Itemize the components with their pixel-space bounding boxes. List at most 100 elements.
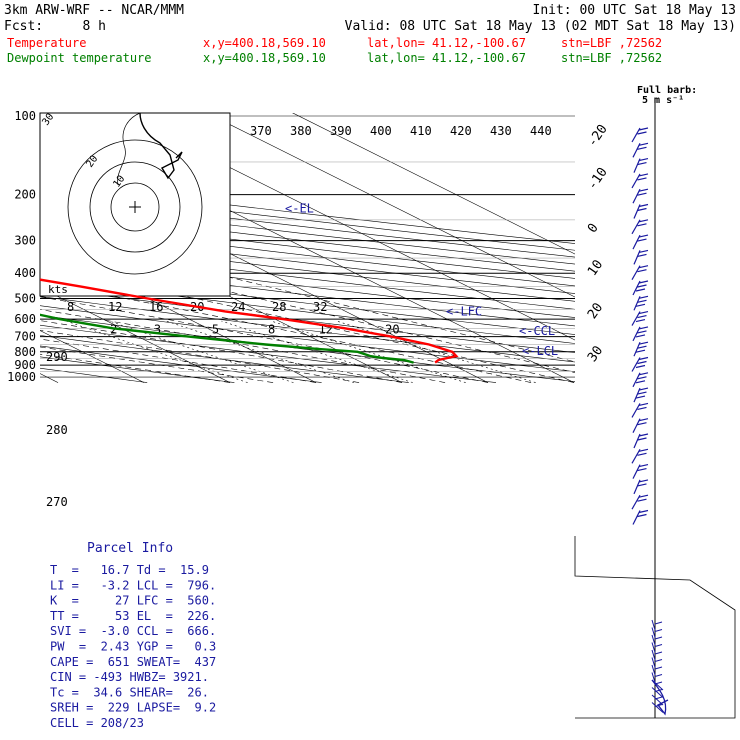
level-label-el: <-EL — [285, 201, 314, 215]
parcel-info-line: CAPE = 651 SWEAT= 437 — [50, 655, 216, 669]
wind-barb — [632, 220, 640, 234]
dewpoint-row-name: Dewpoint temperature — [7, 51, 152, 65]
theta-e-label-440: 440 — [530, 124, 552, 138]
theta-label-270: 270 — [46, 495, 68, 509]
pressure-label-100: 100 — [14, 109, 36, 123]
pressure-label-400: 400 — [14, 266, 36, 280]
hodograph: 10 20 30 kts — [40, 112, 230, 296]
header: 3km ARW-WRF -- NCAR/MMM Init: 00 UTC Sat… — [4, 3, 736, 65]
wind-barb-flag — [636, 320, 645, 322]
theta-e-label-420: 420 — [450, 124, 472, 138]
pressure-label-600: 600 — [14, 312, 36, 326]
pressure-label-300: 300 — [14, 234, 36, 248]
level-label-ccl: <-CCL — [519, 324, 555, 338]
parcel-info-line: Tc = 34.6 SHEAR= 26. — [50, 685, 209, 699]
theta-e-label-430: 430 — [490, 124, 512, 138]
mixing-ratio-low-label-8: 8 — [268, 322, 275, 336]
wind-barb-flag — [636, 381, 645, 383]
wind-barb — [633, 235, 640, 249]
theta-label-280: 280 — [46, 423, 68, 437]
temperature-row-latlon: lat,lon= 41.12,-100.67 — [367, 36, 526, 50]
wind-barb-flag — [638, 484, 647, 486]
wind-barb-flag — [638, 270, 647, 272]
wind-barb-flag — [638, 392, 647, 394]
wind-barb-flag — [638, 362, 647, 364]
parcel-info-title: Parcel Info — [87, 541, 173, 556]
wind-barb — [633, 143, 640, 157]
wind-barb-flag — [638, 469, 647, 471]
wind-barb-flag — [636, 350, 645, 352]
wind-barbs — [632, 128, 668, 714]
wind-barb-low-flag — [655, 660, 662, 662]
forecast-hour: 8 h — [83, 19, 106, 34]
wind-barb-flag — [636, 304, 645, 306]
wind-barb-flag — [636, 366, 645, 368]
model-title: 3km ARW-WRF -- NCAR/MMM — [4, 3, 184, 18]
parcel-info-line: LI = -3.2 LCL = 796. — [50, 578, 216, 592]
isotherm-label--10: -10 — [585, 165, 611, 193]
parcel-info-line: SREH = 229 LAPSE= 9.2 — [50, 701, 216, 715]
wind-barb-flag — [638, 285, 647, 287]
dewpoint-row-latlon: lat,lon= 41.12,-100.67 — [367, 51, 526, 65]
theta-e-label-370: 370 — [250, 124, 272, 138]
wind-barb-flag — [638, 377, 647, 379]
wind-barb-flag — [638, 193, 647, 195]
wind-barb-flag — [638, 346, 647, 348]
wind-barb — [633, 189, 640, 203]
parcel-info-line: PW = 2.43 YGP = 0.3 — [50, 640, 216, 654]
barb-legend-value: 5 m s⁻¹ — [642, 95, 684, 106]
wind-barb-low-flag — [655, 637, 662, 639]
wind-barb-flag — [638, 423, 647, 425]
pressure-label-1000: 1000 — [7, 370, 36, 384]
parcel-info: Parcel Info T = 16.7 Td = 15.9LI = -3.2 … — [41, 537, 231, 730]
wind-barb-low-flag — [655, 652, 662, 654]
wind-barb-flag — [638, 163, 647, 165]
isotherm-label-10: 10 — [585, 257, 606, 278]
parcel-info-line: SVI = -3.0 CCL = 666. — [50, 624, 216, 638]
mixing-ratio-top-label-8: 8 — [67, 300, 74, 314]
wind-barb — [632, 449, 640, 463]
pressure-label-500: 500 — [14, 292, 36, 306]
isotherm-label-20: 20 — [585, 300, 606, 321]
pressure-label-200: 200 — [14, 188, 36, 202]
wind-barb-flag — [638, 515, 647, 517]
level-label-lfc: <-LFC — [446, 304, 482, 318]
wind-barb — [632, 403, 640, 417]
wind-barb-flag — [638, 254, 647, 256]
wind-barb — [632, 312, 640, 326]
init-time: Init: 00 UTC Sat 18 May 13 — [533, 3, 737, 18]
wind-barb — [632, 266, 640, 280]
parcel-info-line: CELL = 208/23 — [50, 716, 144, 730]
parcel-info-line: TT = 53 EL = 226. — [50, 609, 216, 623]
wind-barb-flag — [636, 289, 645, 291]
wind-barb — [632, 358, 640, 372]
wind-barb-low-flag — [655, 682, 662, 684]
wind-barb-low-flag — [655, 622, 662, 624]
wind-barb — [633, 419, 640, 433]
wind-barb — [633, 327, 640, 341]
wind-barb — [632, 128, 640, 142]
isotherm-label-0: 0 — [585, 221, 602, 236]
parcel-info-line: T = 16.7 Td = 15.9 — [50, 563, 209, 577]
wind-barb — [633, 465, 640, 479]
isotherm-label-30: 30 — [585, 343, 606, 364]
theta-label-290: 290 — [46, 350, 68, 364]
valid-time: Valid: 08 UTC Sat 18 May 13 (02 MDT Sat … — [345, 19, 736, 34]
wind-barb-flag — [638, 331, 647, 333]
wind-barb-flag — [638, 407, 647, 409]
dewpoint-row-station: stn=LBF ,72562 — [561, 51, 662, 65]
wind-barb-low-flag — [655, 645, 662, 647]
temperature-row-station: stn=LBF ,72562 — [561, 36, 662, 50]
wind-barb-flag — [638, 209, 647, 211]
wind-barb-flag — [638, 224, 647, 226]
wind-barb-flag — [638, 300, 647, 302]
theta-e-label-390: 390 — [330, 124, 352, 138]
isotherm-label--20: -20 — [585, 122, 611, 150]
wind-barb-low-flag — [655, 667, 662, 669]
wind-barb-flag — [638, 132, 647, 134]
wind-barb-flag — [638, 499, 647, 501]
wind-barb-low-flag — [655, 630, 662, 632]
parcel-info-lines: T = 16.7 Td = 15.9LI = -3.2 LCL = 796. K … — [50, 563, 216, 730]
pressure-label-700: 700 — [14, 330, 36, 344]
